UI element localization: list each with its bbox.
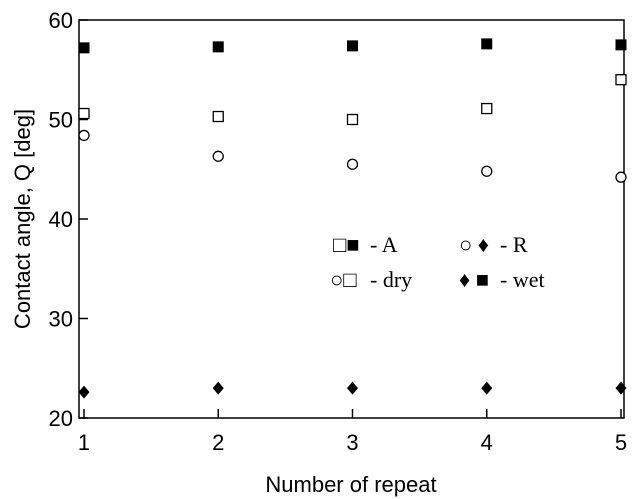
plot-frame xyxy=(78,19,625,419)
open-circle-point xyxy=(481,165,493,177)
data-points xyxy=(78,38,627,399)
filled-diamond-point xyxy=(347,381,358,395)
open-circle-point xyxy=(615,171,627,183)
x-tick-label: 4 xyxy=(481,430,493,455)
legend-row2-label2: - wet xyxy=(500,267,545,292)
x-tick-label: 5 xyxy=(615,430,627,455)
filled-diamond-point xyxy=(615,381,627,395)
x-axis-ticks: 1 2 3 4 5 xyxy=(78,409,627,455)
legend-row2-label: - dry xyxy=(370,267,412,292)
open-circle-point xyxy=(346,158,359,170)
x-tick-label: 2 xyxy=(212,430,224,455)
legend-row1-marks2: ○ ♦ xyxy=(459,232,489,257)
x-axis-label: Number of repeat xyxy=(265,472,436,497)
filled-diamond-point xyxy=(481,381,493,395)
open-circle-point xyxy=(78,129,90,142)
filled-square-point xyxy=(481,38,493,50)
y-tick-label: 60 xyxy=(49,8,73,33)
x-tick-label: 1 xyxy=(78,430,90,455)
legend-row1-label2: - R xyxy=(500,232,528,257)
legend-row2-marks: ○□ xyxy=(330,267,357,292)
y-tick-label: 50 xyxy=(49,108,73,133)
legend: □■ - A ○ ♦ - R ○□ - dry ♦ ■ - wet xyxy=(330,232,545,292)
legend-row1-label: - A xyxy=(370,232,398,257)
open-square-point xyxy=(481,102,493,115)
filled-square-point xyxy=(78,42,90,54)
open-square-point xyxy=(212,110,224,123)
filled-square-point xyxy=(615,39,627,51)
open-square-point xyxy=(346,113,359,126)
open-square-point xyxy=(615,74,627,86)
y-tick-label: 20 xyxy=(49,406,73,431)
filled-diamond-point xyxy=(78,385,90,399)
x-tick-label: 3 xyxy=(346,430,358,455)
filled-square-point xyxy=(212,41,224,53)
filled-square-point xyxy=(347,40,358,52)
legend-row1-marks: □■ xyxy=(333,232,360,257)
y-tick-label: 30 xyxy=(49,307,73,332)
legend-row2-marks2: ♦ ■ xyxy=(459,267,489,292)
open-circle-point xyxy=(212,150,224,162)
y-axis-label: Contact angle, Q [deg] xyxy=(10,109,35,329)
y-axis-ticks: 20 30 40 50 60 xyxy=(49,8,88,431)
filled-diamond-point xyxy=(212,381,224,395)
open-square-point xyxy=(78,107,90,120)
y-tick-label: 40 xyxy=(49,207,73,232)
